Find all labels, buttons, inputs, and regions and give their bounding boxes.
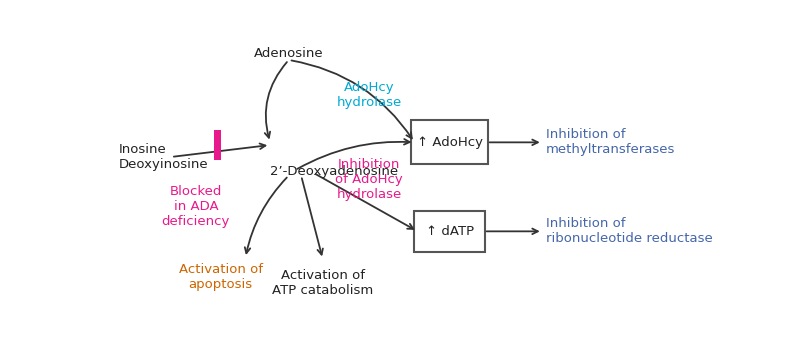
Text: Activation of
apoptosis: Activation of apoptosis: [179, 263, 263, 290]
Text: ↑ AdoHcy: ↑ AdoHcy: [417, 136, 483, 149]
Text: Blocked
in ADA
deficiency: Blocked in ADA deficiency: [161, 185, 230, 228]
Text: Inhibition
of AdoHcy
hydrolase: Inhibition of AdoHcy hydrolase: [336, 158, 403, 201]
Text: Inhibition of
ribonucleotide reductase: Inhibition of ribonucleotide reductase: [546, 217, 713, 245]
FancyBboxPatch shape: [411, 120, 488, 164]
Text: ↑ dATP: ↑ dATP: [426, 225, 474, 238]
Text: Adenosine: Adenosine: [254, 47, 324, 60]
Text: Activation of
ATP catabolism: Activation of ATP catabolism: [272, 269, 373, 297]
Bar: [214, 130, 221, 160]
Text: Inhibition of
methyltransferases: Inhibition of methyltransferases: [546, 128, 675, 156]
Text: Inosine
Deoxyinosine: Inosine Deoxyinosine: [118, 143, 208, 171]
FancyBboxPatch shape: [414, 211, 485, 252]
Text: 2’-Deoxyadenosine: 2’-Deoxyadenosine: [270, 165, 398, 178]
Text: AdoHcy
hydrolase: AdoHcy hydrolase: [336, 80, 402, 109]
